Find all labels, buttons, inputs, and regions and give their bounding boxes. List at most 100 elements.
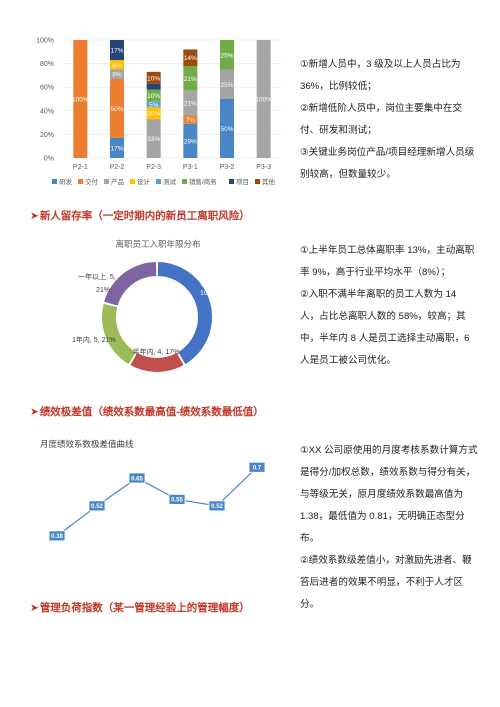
data-label: 0.65 — [131, 476, 143, 482]
legend-swatch — [255, 179, 260, 184]
data-label: 0.52 — [211, 504, 223, 510]
slice-label: 试用期内离职, — [200, 278, 244, 287]
bar-segment — [146, 83, 161, 90]
data-label: 21% — [184, 101, 197, 108]
data-label: 17% — [110, 145, 123, 152]
chart-title: 月度绩效系数极差值曲线 — [40, 439, 134, 449]
data-label: 50% — [110, 106, 123, 113]
y-tick-label: 80% — [40, 61, 54, 68]
legend-swatch — [156, 179, 161, 184]
bar-segment — [220, 99, 234, 158]
chart-title: 离职员工入职年限分布 — [115, 239, 200, 249]
heading-text: 绩效极差值（绩效系数最高值-绩效系数最低值） — [39, 406, 264, 418]
bar-segment — [256, 40, 271, 158]
note-3: ③关键业务岗位产品/项目经理新增人员级别较高，但数量较少。 — [300, 147, 475, 180]
x-tick-label: P2-2 — [110, 164, 125, 171]
legend-swatch — [130, 179, 135, 184]
chart-grid — [62, 39, 282, 159]
x-tick-label: P3-2 — [220, 164, 235, 171]
data-point-marker — [168, 494, 186, 505]
bar-segment — [183, 90, 198, 116]
data-point-marker — [248, 461, 266, 473]
bar-segment — [183, 65, 198, 91]
slice-value: 10, 41% — [200, 290, 226, 297]
legend-label: 项目 — [236, 178, 249, 186]
data-point-marker — [208, 500, 226, 512]
notes-section3: ①XX 公司原使用的月度考核系数计算方式是得分/加权总数，绩效系数与得分有关，与… — [300, 440, 480, 616]
note-1: ①新增人员中，3 级及以上人员占比为 36%，比例较低； — [300, 59, 461, 92]
x-tick-label: P2-1 — [73, 164, 88, 171]
arrow-right-icon: ➤ — [30, 210, 39, 222]
notes-section1: ①新增人员中，3 级及以上人员占比为 36%，比例较低； ②新增低阶人员中，岗位… — [300, 54, 478, 186]
donut-slices — [102, 262, 213, 372]
data-label: 0.55 — [171, 498, 183, 504]
bar-segment — [183, 123, 198, 158]
bar-segment — [110, 78, 124, 138]
data-label: 10% — [147, 93, 160, 100]
heading-text: 新人留存率（一定时期内的新员工离职风险） — [39, 210, 250, 222]
legend-swatch — [104, 179, 109, 184]
y-tick-label: 60% — [40, 85, 54, 92]
donut-slice — [157, 262, 213, 365]
note-2: ②绩效系数级差值小，对激励先进者、鞭笞后进者的效果不明显，不利于人才区分。 — [300, 555, 472, 610]
data-point-marker — [48, 530, 66, 542]
bars: 100% 17% 50% 8% 8% 17% 33% 10% 5% 10% 10% 29% 7% 21% 2… — [72, 40, 272, 158]
section-heading-retention: ➤新人留存率（一定时期内的新员工离职风险） — [30, 208, 250, 223]
data-point-marker — [128, 472, 146, 484]
bar-segment — [146, 71, 161, 84]
donut-labels: 试用期内离职, 10, 41% 半年内, 4, 17% 1年内, 5, 21% 一年以… — [72, 272, 244, 356]
note-2: ②入职不满半年离职的员工人数为 14 人，占比总离职人数的 58%，较高；其中，… — [300, 289, 470, 366]
data-label: 5% — [149, 102, 159, 109]
line-chart: 月度绩效系数极差值曲线 0.38 0.52 0.65 0.55 0.52 0.7 — [40, 439, 266, 542]
legend-label: 设计 — [137, 177, 151, 186]
data-label: 0.38 — [51, 534, 63, 540]
legend-label: 研发 — [59, 177, 73, 186]
slice-label: 半年内, 4, 17% — [133, 347, 180, 356]
y-tick-label: 100% — [36, 38, 54, 45]
y-tick-label: 40% — [40, 108, 54, 115]
legend-label: 测试 — [163, 177, 177, 186]
data-point-marker — [88, 500, 106, 512]
y-tick-label: 20% — [40, 132, 54, 139]
data-label: 10% — [147, 111, 160, 118]
data-label: 33% — [147, 136, 160, 143]
donut-slice — [130, 352, 184, 372]
legend-label: 交付 — [85, 177, 99, 186]
arrow-right-icon: ➤ — [30, 602, 39, 614]
bar-segment — [110, 69, 124, 79]
data-label: 14% — [184, 55, 197, 62]
x-tick-label: P2-3 — [146, 164, 161, 171]
bar-segment — [73, 40, 88, 158]
donut-slice — [102, 303, 136, 365]
data-label: 10% — [147, 75, 160, 82]
legend-swatch — [78, 179, 83, 184]
y-axis: 0% 20% 40% 60% 80% 100% — [36, 38, 54, 163]
y-tick-label: 0% — [44, 156, 54, 163]
legend-label: 销售/商务 — [189, 177, 217, 186]
data-label: 21% — [184, 76, 197, 83]
data-label: 25% — [220, 52, 233, 59]
chart-legend: 研发 交付 产品 设计 测试 销售/商务 项目 其他 — [52, 177, 276, 186]
notes-section2: ①上半年员工总体离职率 13%，主动离职率 9%，高于行业平均水平（8%）； ②… — [300, 240, 478, 372]
note-1: ①XX 公司原使用的月度考核系数计算方式是得分/加权总数，绩效系数与得分有关，与… — [300, 445, 478, 544]
heading-text: 管理负荷指数（某一管理经验上的管理幅度） — [39, 602, 250, 614]
x-tick-label: P3-1 — [183, 164, 198, 171]
donut-slice — [104, 262, 157, 306]
bar-segment — [146, 119, 161, 158]
x-axis: P2-1 P2-2 P2-3 P3-1 P3-2 P3-3 — [73, 164, 271, 171]
slice-label: 一年以上, 5, — [78, 272, 116, 281]
bar-segment — [220, 69, 234, 99]
bar-segment — [146, 89, 161, 102]
line-series: 0.38 0.52 0.65 0.55 0.52 0.7 — [48, 461, 266, 542]
bar-segment — [110, 40, 124, 61]
data-label: 50% — [220, 126, 233, 133]
data-label: 7% — [186, 117, 196, 124]
data-label: 8% — [112, 72, 122, 79]
bar-segment — [110, 60, 124, 70]
data-label: 100% — [255, 97, 272, 104]
series-line — [56, 466, 258, 537]
data-label: 8% — [112, 62, 122, 69]
section-heading-performance: ➤绩效极差值（绩效系数最高值-绩效系数最低值） — [30, 404, 264, 419]
slice-value: 21% — [96, 287, 110, 294]
legend-swatch — [182, 179, 187, 184]
